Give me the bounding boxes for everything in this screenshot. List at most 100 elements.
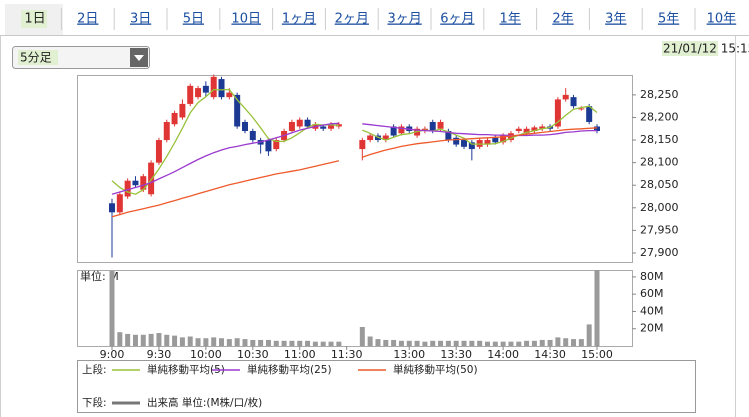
volume-bar [563,338,569,346]
candle-body [437,121,444,129]
x-tick-label: 13:30 [440,348,472,361]
candle-body [226,92,233,98]
candle-body [554,99,561,127]
legend-label: 単純移動平均(50) [393,363,478,376]
candle-body [453,137,460,145]
candle-body [304,119,311,127]
volume-bar [320,341,326,346]
y-tick-label: 28,250 [640,88,679,101]
volume-bar [531,340,537,346]
volume-bar [555,337,561,346]
tab[interactable]: 2日 [77,12,98,27]
candle-body [179,103,186,118]
volume-bar [453,340,459,346]
volume-bar [289,340,295,346]
tab[interactable]: 3年 [605,12,626,27]
volume-bar [132,334,138,346]
candle-body [476,140,483,147]
volume-bar [359,327,365,346]
candle-body [562,94,569,100]
tab[interactable]: 3日 [130,12,151,27]
candle-body [265,140,272,152]
select-text: 5分足 [20,51,52,65]
y-tick-label: 27,900 [640,246,679,259]
tab[interactable]: 10日 [231,12,261,27]
tab[interactable]: 1年 [500,12,521,27]
candle-body [594,126,600,132]
volume-bar [438,340,444,346]
candle-body [249,131,256,141]
tab[interactable]: 1ヶ月 [282,12,316,27]
candle-body [492,137,499,143]
volume-bar [461,340,467,346]
volume-bar [383,339,389,346]
candle-body [195,88,202,98]
candle-body [500,135,507,143]
volume-bar [586,324,592,346]
y-tick-label: 28,150 [640,133,679,146]
volume-bar [281,340,287,346]
candle-body [132,180,139,186]
tab[interactable]: 1日 [24,12,45,27]
candle-body [367,135,374,141]
candle-body [429,121,436,132]
highlight [662,41,718,56]
ma-line [111,127,598,218]
volume-bar [414,340,420,346]
volume-bar [234,338,240,346]
tab[interactable]: 2年 [552,12,573,27]
volume-bar [367,336,373,346]
tab[interactable]: 6ヶ月 [440,12,474,27]
y-tick-label: 27,950 [640,223,679,236]
candle-body [468,142,475,150]
candle-body [539,126,546,129]
bar-type-select[interactable]: 5分足 [12,46,150,69]
candle-body [273,140,280,150]
volume-bar [492,341,498,346]
ma-line [111,122,597,195]
volume-bar [156,333,162,346]
volume-bar [203,338,209,346]
volume-bar [250,339,256,346]
volume-bar [179,337,185,346]
volume-bar [477,340,483,346]
volume-bar [312,341,318,346]
candle-body [578,108,585,110]
candle-body [359,140,366,150]
candle-body [531,127,538,132]
volume-bar [242,339,248,346]
select-arrow [134,55,144,61]
volume-bar [109,270,115,346]
candle-body [390,126,397,136]
tab[interactable]: 10年 [707,12,737,27]
volume-bar [336,341,342,346]
tab[interactable]: 2ヶ月 [335,12,369,27]
tab[interactable]: 5日 [183,12,204,27]
tab[interactable]: 5年 [658,12,679,27]
candle-body [523,128,530,134]
unit-label: 単位: M [80,269,119,283]
tab[interactable]: 3ヶ月 [387,12,421,27]
volume-bar [539,339,545,346]
legend-box [77,360,696,413]
candle-body [398,126,405,134]
legend-label: 単純移動平均(25) [247,363,332,376]
timestamp: 21/01/12 15:15 [663,42,749,56]
volume-bar [445,340,451,346]
legend-label: 出来高 単位:(M株/口/枚) [147,396,262,409]
volume-bar [117,332,123,346]
candle-body [288,121,295,132]
volume-bar [484,341,490,346]
x-tick-label: 14:30 [534,348,566,361]
volume-bar [508,341,514,346]
candle-body [320,126,327,129]
volume-bar [219,338,225,346]
candle-body [218,79,225,98]
legend-upper: 上段: [82,363,107,376]
volume-bar [125,333,131,346]
volume-bar [140,334,146,346]
volume-bar [148,333,154,346]
candle-body [586,106,593,122]
volume-bar [258,339,264,346]
